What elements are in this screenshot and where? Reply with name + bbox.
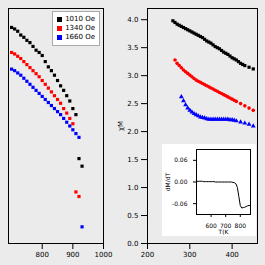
svg-text:700: 700: [220, 221, 232, 229]
svg-text:0.0: 0.0: [127, 240, 138, 248]
svg-text:4.0: 4.0: [127, 16, 138, 24]
svg-text:800: 800: [36, 251, 49, 259]
svg-text:-0.06: -0.06: [172, 200, 188, 207]
svg-text:200: 200: [141, 251, 154, 259]
svg-text:400: 400: [225, 251, 238, 259]
svg-text:1000: 1000: [95, 251, 113, 259]
html-text:1340 Oe: 1340 Oe: [65, 24, 95, 32]
svg-text:2.0: 2.0: [127, 128, 138, 136]
html-text:1010 Oe: 1010 Oe: [65, 15, 95, 23]
svg-text:3.5: 3.5: [127, 44, 138, 52]
svg-text:χM: χM: [117, 121, 125, 131]
svg-text:900: 900: [66, 251, 79, 259]
svg-text:0.5: 0.5: [127, 212, 138, 220]
svg-text:800: 800: [235, 222, 247, 229]
svg-text:0.06: 0.06: [174, 156, 188, 163]
svg-text:600: 600: [205, 222, 217, 229]
svg-text:2.5: 2.5: [127, 100, 138, 108]
svg-text:300: 300: [183, 251, 196, 259]
svg-text:0.00: 0.00: [174, 178, 188, 185]
svg-text:1.5: 1.5: [127, 156, 138, 164]
svg-text:T(K: T(K: [218, 228, 230, 235]
html-text:1660 Oe: 1660 Oe: [65, 33, 95, 41]
svg-text:1.0: 1.0: [127, 184, 138, 192]
svg-text:3.0: 3.0: [127, 72, 138, 80]
svg-text:dM/dT: dM/dT: [164, 172, 171, 191]
